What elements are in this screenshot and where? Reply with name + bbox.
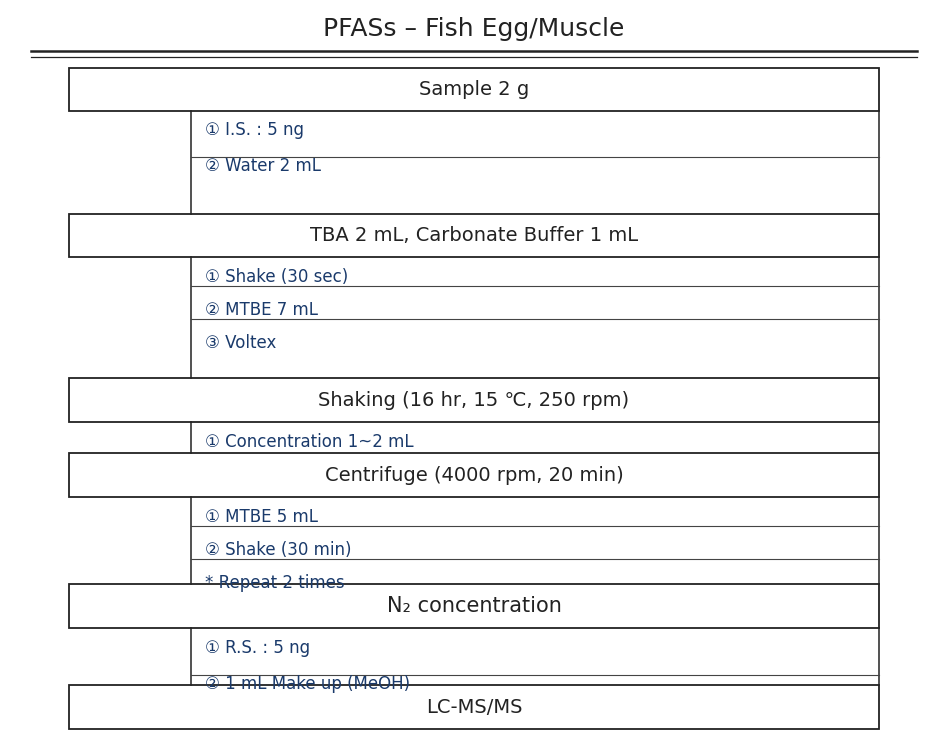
FancyBboxPatch shape [69,214,879,257]
Text: * Repeat 2 times: * Repeat 2 times [206,574,345,592]
Text: N₂ concentration: N₂ concentration [387,596,561,616]
Text: ① MTBE 5 mL: ① MTBE 5 mL [206,508,319,526]
Text: ① R.S. : 5 ng: ① R.S. : 5 ng [206,639,311,657]
Text: ② MTBE 7 mL: ② MTBE 7 mL [206,302,319,320]
Text: ② 1 mL Make up (MeOH): ② 1 mL Make up (MeOH) [206,675,410,693]
FancyBboxPatch shape [69,584,879,628]
FancyBboxPatch shape [69,379,879,422]
FancyBboxPatch shape [69,685,879,729]
Text: LC-MS/MS: LC-MS/MS [426,697,522,716]
Text: ② Water 2 mL: ② Water 2 mL [206,157,321,175]
Text: ① I.S. : 5 ng: ① I.S. : 5 ng [206,121,304,139]
Text: Sample 2 g: Sample 2 g [419,80,529,99]
FancyBboxPatch shape [69,453,879,497]
FancyBboxPatch shape [69,68,879,112]
Text: PFASs – Fish Egg/Muscle: PFASs – Fish Egg/Muscle [323,17,625,41]
Text: Centrifuge (4000 rpm, 20 min): Centrifuge (4000 rpm, 20 min) [324,465,624,485]
Text: ① Shake (30 sec): ① Shake (30 sec) [206,268,349,287]
Text: Shaking (16 hr, 15 ℃, 250 rpm): Shaking (16 hr, 15 ℃, 250 rpm) [319,391,629,409]
Text: ① Concentration 1~2 mL: ① Concentration 1~2 mL [206,433,414,451]
Text: ② Shake (30 min): ② Shake (30 min) [206,541,352,559]
Text: TBA 2 mL, Carbonate Buffer 1 mL: TBA 2 mL, Carbonate Buffer 1 mL [310,226,638,245]
Text: ③ Voltex: ③ Voltex [206,334,277,352]
